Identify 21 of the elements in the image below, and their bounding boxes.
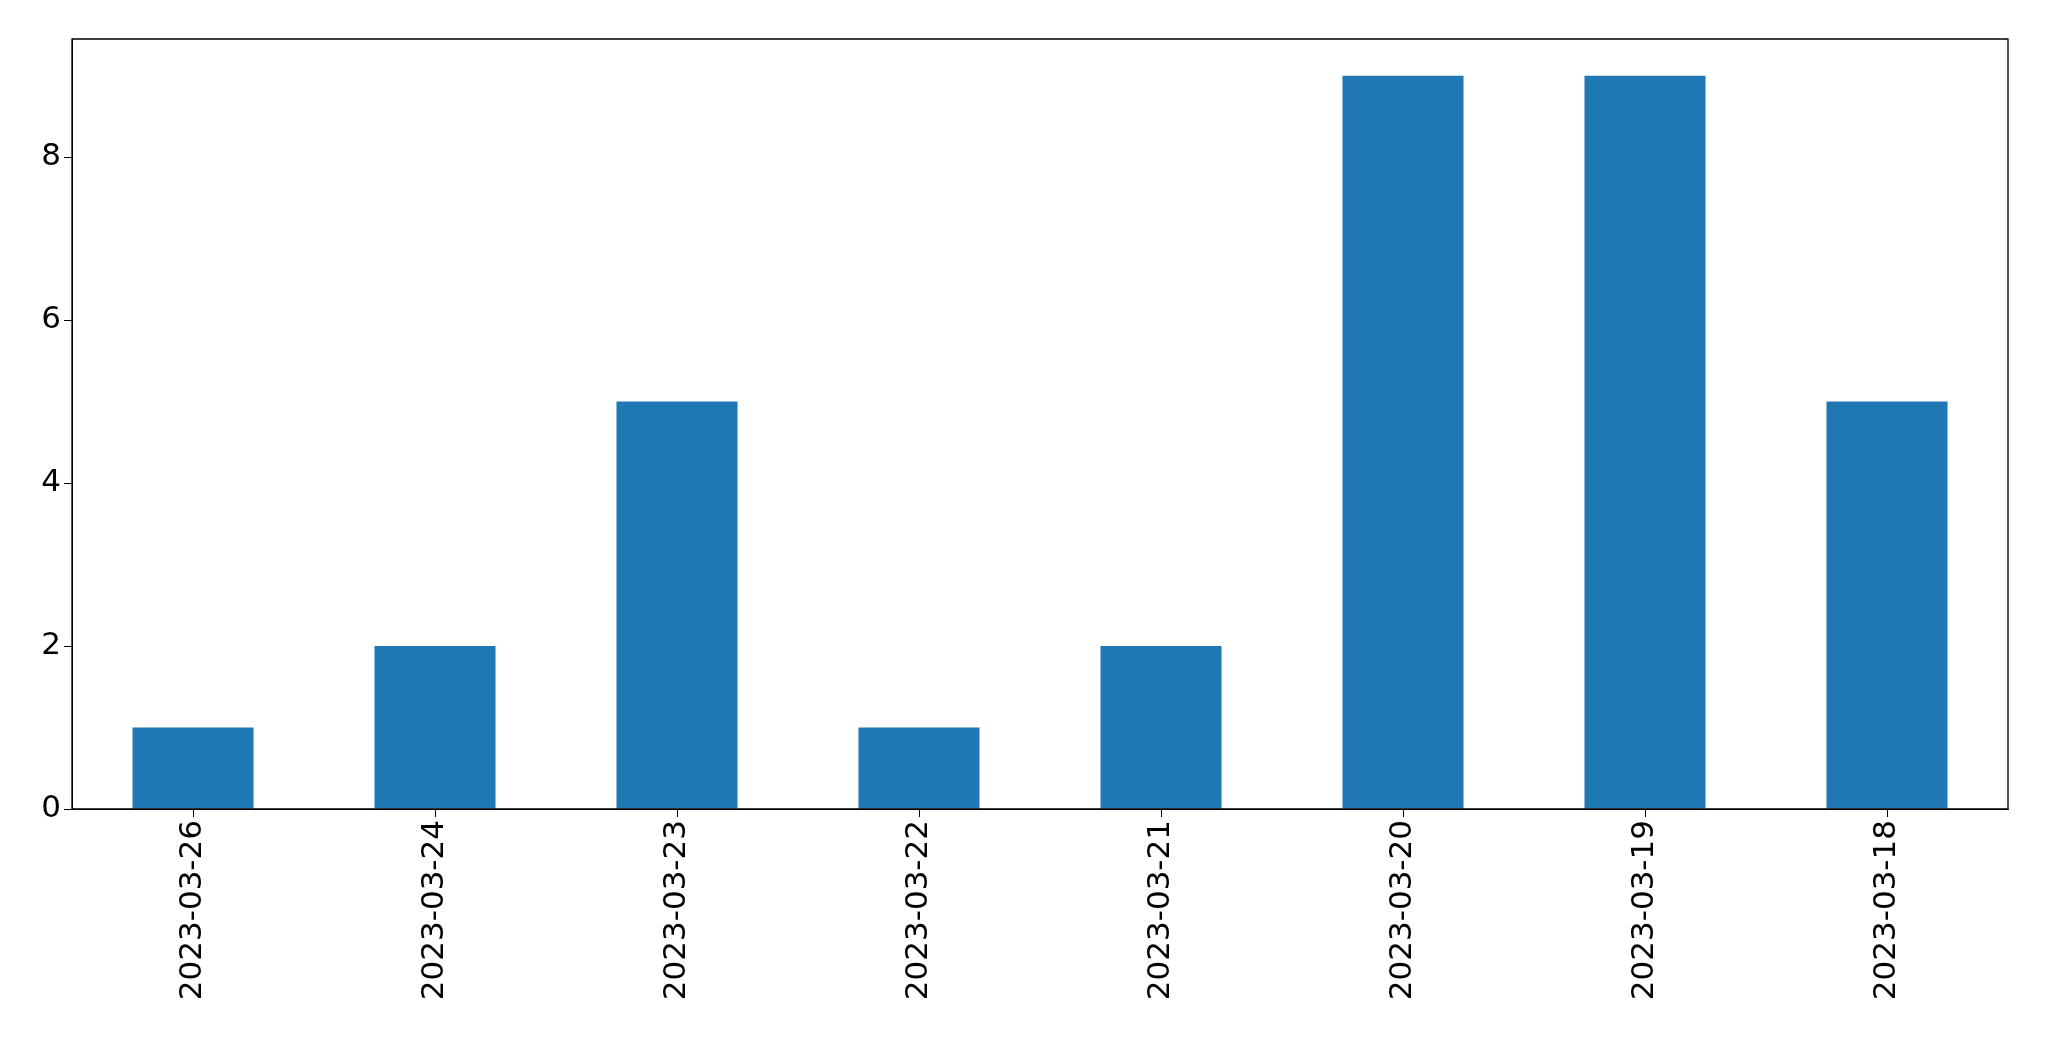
bar [1584,75,1706,809]
bar [1100,646,1222,809]
x-tick-label: 2023-03-24 [414,820,451,1001]
y-tick-label: 8 [41,136,61,173]
x-tick-label: 2023-03-21 [1140,820,1177,1001]
x-tick-label: 2023-03-19 [1624,820,1661,1001]
x-tick-label: 2023-03-18 [1866,820,1903,1001]
bar [1342,75,1464,809]
x-tick-label: 2023-03-23 [656,820,693,1001]
y-tick-label: 4 [41,462,61,499]
y-tick-label: 6 [41,299,61,336]
y-tick-label: 2 [41,625,61,662]
bar [1826,401,1948,809]
bar [858,727,980,809]
bar [616,401,738,809]
x-tick-label: 2023-03-26 [172,820,209,1001]
x-tick-label: 2023-03-22 [898,820,935,1001]
x-tick-label: 2023-03-20 [1382,820,1419,1001]
y-tick-label: 0 [41,788,61,825]
bar [374,646,496,809]
bar [132,727,254,809]
